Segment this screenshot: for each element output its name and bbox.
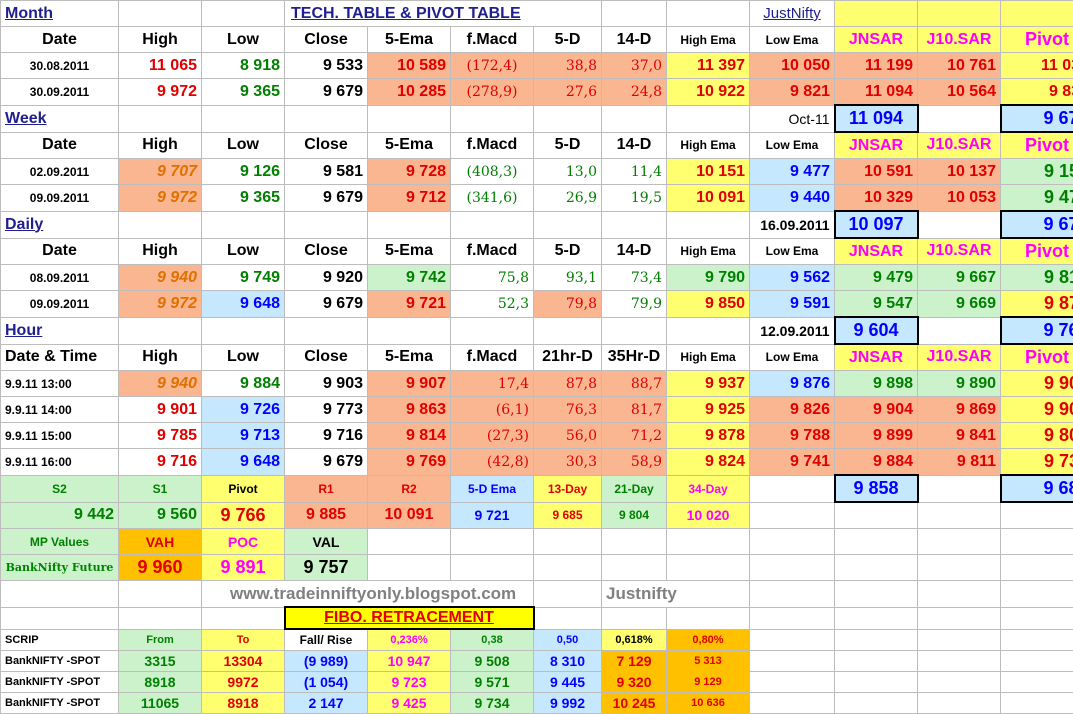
page-title: TECH. TABLE & PIVOT TABLE xyxy=(285,1,602,27)
col-fmacd: f.Macd xyxy=(451,27,534,53)
table-row: 9.9.11 16:00 9 716 9 648 9 679 9 769 (42… xyxy=(1,449,1073,476)
col-low-ema: Low Ema xyxy=(750,27,835,53)
table-row: 02.09.2011 9 707 9 126 9 581 9 728 (408,… xyxy=(1,159,1073,185)
col-high-ema: High Ema xyxy=(667,27,750,53)
table-row: 30.08.2011 11 065 8 918 9 533 10 589 (17… xyxy=(1,53,1073,79)
footer-brand: Justnifty xyxy=(602,581,750,608)
table-row: 30.09.2011 9 972 9 365 9 679 10 285 (278… xyxy=(1,79,1073,106)
fibo-title: FIBO. RETRACEMENT xyxy=(285,607,534,629)
section-daily: Daily xyxy=(1,211,119,238)
col-14d: 14-D xyxy=(602,27,667,53)
section-hour: Hour xyxy=(1,317,119,344)
col-close: Close xyxy=(285,27,368,53)
box-pivot: 9 681 xyxy=(1001,475,1073,502)
table-row: BankNIFTY -SPOT 3315 13304 (9 989) 10 94… xyxy=(1,651,1073,672)
col-5ema: 5-Ema xyxy=(368,27,451,53)
table-row: BankNIFTY -SPOT 8918 9972 (1 054) 9 723 … xyxy=(1,672,1073,693)
col-date: Date xyxy=(1,27,119,53)
website-link[interactable]: www.tradeinniftyonly.blogspot.com xyxy=(202,581,534,608)
table-row: 9.9.11 15:00 9 785 9 713 9 716 9 814 (27… xyxy=(1,423,1073,449)
brand-link[interactable]: JustNifty xyxy=(750,1,835,27)
col-5d: 5-D xyxy=(534,27,602,53)
box-sar: 9 858 xyxy=(835,475,918,502)
col-pivot: Pivot xyxy=(1001,27,1073,53)
col-j10sar: J10.SAR xyxy=(918,27,1001,53)
col-high: High xyxy=(119,27,202,53)
table-row: 09.09.2011 9 972 9 365 9 679 9 712 (341,… xyxy=(1,185,1073,212)
table-row: BankNIFTY -SPOT 11065 8918 2 147 9 425 9… xyxy=(1,693,1073,714)
table-row: 9.9.11 13:00 9 940 9 884 9 903 9 907 17,… xyxy=(1,371,1073,397)
col-low: Low xyxy=(202,27,285,53)
table-row: 9.9.11 14:00 9 901 9 726 9 773 9 863 (6,… xyxy=(1,397,1073,423)
col-jnsar: JNSAR xyxy=(835,27,918,53)
section-month: Month xyxy=(1,1,119,27)
section-week: Week xyxy=(1,105,119,132)
table-row: 09.09.2011 9 972 9 648 9 679 9 721 52,3 … xyxy=(1,291,1073,318)
table-row: 08.09.2011 9 940 9 749 9 920 9 742 75,8 … xyxy=(1,265,1073,291)
